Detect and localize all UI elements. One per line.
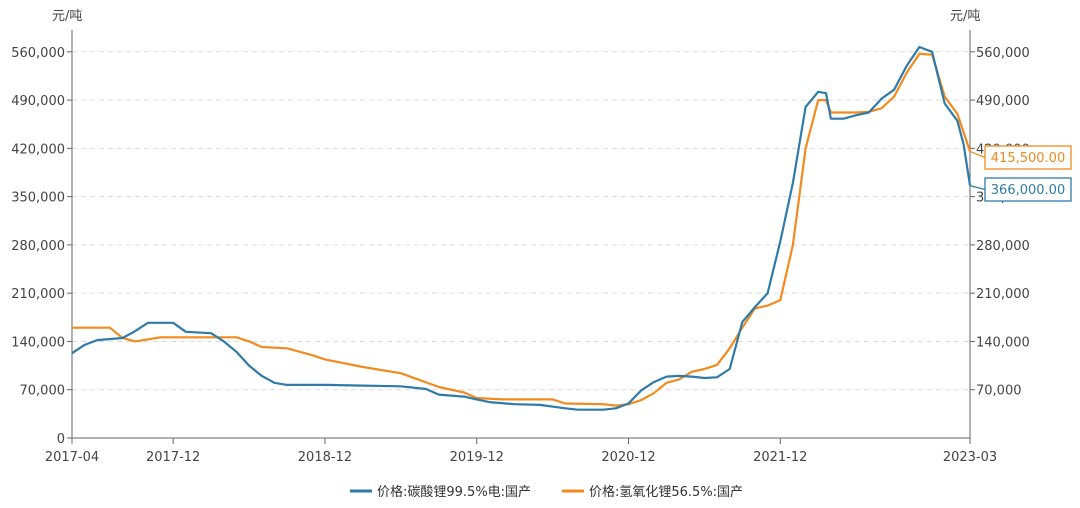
callout-pointer (969, 150, 986, 159)
right-tick-label: 280,000 (976, 239, 1030, 254)
callout-value-label: 415,500.00 (991, 151, 1065, 166)
callout-pointer (969, 184, 986, 191)
left-axis-unit: 元/吨 (52, 9, 82, 24)
last-value-callout: 415,500.00 (969, 145, 1072, 170)
legend-label: 价格:氢氧化锂56.5%:国产 (589, 484, 743, 500)
x-tick-label: 2017-04 (45, 450, 99, 465)
legend-item: 价格:碳酸锂99.5%电:国产 (350, 484, 531, 500)
last-value-callout: 366,000.00 (969, 177, 1072, 202)
left-tick-label: 490,000 (11, 94, 65, 109)
left-tick-label: 420,000 (11, 142, 65, 157)
callout-box (984, 177, 1072, 202)
legend-label: 价格:碳酸锂99.5%电:国产 (377, 484, 531, 500)
left-tick-label: 140,000 (11, 335, 65, 350)
series-lines (71, 45, 972, 411)
callout-value-label: 366,000.00 (991, 183, 1065, 198)
x-tick-label: 2019-12 (450, 450, 504, 465)
left-tick-label: 70,000 (20, 384, 66, 399)
axes (67, 30, 975, 444)
legend: 价格:碳酸锂99.5%电:国产 价格:氢氧化锂56.5%:国产 (350, 484, 743, 500)
left-tick-label: 560,000 (11, 46, 65, 61)
grid-lines (72, 51, 970, 391)
right-tick-label: 70,000 (976, 384, 1022, 399)
x-tick-label: 2017-12 (146, 450, 200, 465)
x-tick-label: 2018-12 (298, 450, 352, 465)
callout-box (984, 145, 1072, 170)
left-tick-label: 280,000 (11, 239, 65, 254)
right-tick-label: 140,000 (976, 335, 1030, 350)
x-tick-label: 2020-12 (601, 450, 655, 465)
right-axis-unit: 元/吨 (950, 9, 980, 24)
right-tick-label: 210,000 (976, 287, 1030, 302)
right-tick-label: 560,000 (976, 46, 1030, 61)
legend-item: 价格:氢氧化锂56.5%:国产 (562, 484, 743, 500)
series-line (71, 45, 972, 411)
series-line (72, 52, 972, 407)
last-value-callouts: 366,000.00 415,500.00 (969, 145, 1072, 202)
left-tick-label: 350,000 (11, 191, 65, 206)
left-tick-label: 0 (57, 432, 65, 447)
right-tick-label: 490,000 (976, 94, 1030, 109)
left-tick-label: 210,000 (11, 287, 65, 302)
x-tick-label: 2023-03 (943, 450, 997, 465)
x-tick-label: 2021-12 (753, 450, 807, 465)
